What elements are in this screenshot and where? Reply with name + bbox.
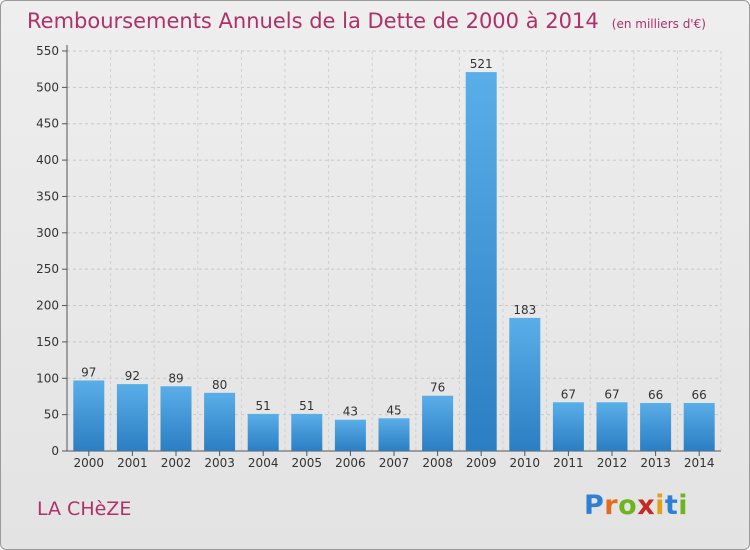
value-labels: 97 92 89 80 51 51 43 45 76 521 183 67 67 66 66 bbox=[81, 57, 707, 419]
x-tick-label: 2002 bbox=[161, 456, 192, 470]
value-label: 89 bbox=[168, 371, 183, 385]
y-tick-label: 250 bbox=[36, 262, 59, 276]
logo-letter: o bbox=[618, 490, 638, 521]
bar bbox=[73, 380, 105, 451]
bar bbox=[509, 317, 541, 451]
logo-letter: i bbox=[655, 490, 665, 521]
chart-subtitle: (en milliers d'€) bbox=[611, 17, 706, 31]
y-tick-label: 500 bbox=[36, 80, 59, 94]
value-label: 76 bbox=[430, 381, 445, 395]
x-tick-label: 2008 bbox=[422, 456, 453, 470]
y-tick-label: 400 bbox=[36, 153, 59, 167]
value-label: 66 bbox=[648, 388, 663, 402]
x-tick-label: 2001 bbox=[117, 456, 148, 470]
value-label: 97 bbox=[81, 365, 96, 379]
bar bbox=[160, 386, 192, 451]
value-label: 80 bbox=[212, 378, 227, 392]
y-tick-label: 50 bbox=[44, 408, 59, 422]
chart-title: Remboursements Annuels de la Dette de 20… bbox=[27, 9, 599, 33]
bar bbox=[465, 72, 497, 451]
value-label: 66 bbox=[692, 388, 707, 402]
y-tick-label: 200 bbox=[36, 299, 59, 313]
value-label: 43 bbox=[343, 405, 358, 419]
x-tick-label: 2000 bbox=[74, 456, 105, 470]
value-label: 67 bbox=[561, 387, 576, 401]
y-tick-label: 300 bbox=[36, 226, 59, 240]
bar bbox=[291, 413, 323, 451]
chart-title-row: Remboursements Annuels de la Dette de 20… bbox=[27, 9, 706, 33]
commune-name: LA CHèZE bbox=[37, 498, 132, 520]
y-tick-label: 100 bbox=[36, 371, 59, 385]
value-label: 45 bbox=[386, 403, 401, 417]
bar bbox=[116, 384, 148, 451]
y-tick-label: 150 bbox=[36, 335, 59, 349]
value-label: 51 bbox=[256, 399, 271, 413]
logo-letter: r bbox=[604, 490, 619, 521]
y-tick-label: 350 bbox=[36, 189, 59, 203]
logo-letter: P bbox=[584, 490, 605, 521]
x-tick-label: 2014 bbox=[684, 456, 715, 470]
x-tick-label: 2013 bbox=[640, 456, 671, 470]
x-tick-label: 2010 bbox=[510, 456, 541, 470]
x-tick-label: 2012 bbox=[597, 456, 628, 470]
bar bbox=[640, 403, 672, 451]
value-label: 521 bbox=[470, 57, 493, 71]
logo-letter: t bbox=[664, 490, 679, 521]
value-label: 51 bbox=[299, 399, 314, 413]
x-tick-label: 2004 bbox=[248, 456, 279, 470]
logo-letter: x bbox=[637, 490, 656, 521]
x-tick-label: 2007 bbox=[379, 456, 410, 470]
value-label: 183 bbox=[513, 303, 536, 317]
bar bbox=[552, 402, 584, 451]
value-label: 92 bbox=[125, 369, 140, 383]
y-tick-label: 0 bbox=[51, 444, 59, 458]
x-tick-label: 2006 bbox=[335, 456, 366, 470]
y-tick-label: 450 bbox=[36, 117, 59, 131]
x-tick-label: 2011 bbox=[553, 456, 584, 470]
bar bbox=[378, 418, 410, 451]
axes: 0 50 100 150 200 250 300 350 400 450 500 550 2000 200… bbox=[36, 44, 721, 470]
x-tick-label: 2003 bbox=[204, 456, 235, 470]
x-tick-label: 2005 bbox=[292, 456, 323, 470]
bar bbox=[596, 402, 628, 451]
value-label: 67 bbox=[604, 387, 619, 401]
logo-letter: i bbox=[678, 490, 689, 521]
bar bbox=[204, 392, 236, 451]
bar bbox=[422, 395, 454, 451]
bar bbox=[247, 413, 279, 451]
bar bbox=[334, 419, 366, 451]
y-tick-label: 550 bbox=[36, 44, 59, 58]
x-tick-label: 2009 bbox=[466, 456, 497, 470]
bars bbox=[73, 72, 715, 451]
proxiti-logo: Proxiti bbox=[584, 490, 688, 521]
bar bbox=[683, 403, 715, 451]
